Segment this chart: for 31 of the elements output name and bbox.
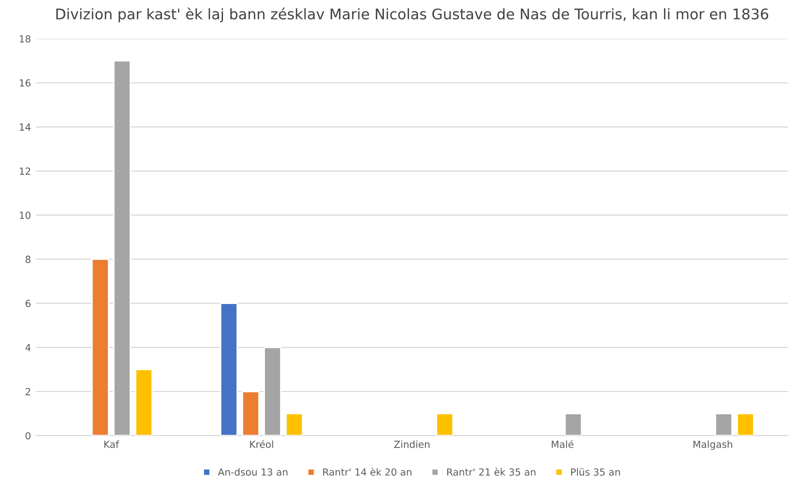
bar (264, 346, 282, 436)
bar (220, 302, 238, 436)
bar (134, 368, 153, 436)
y-tick-label: 6 (26, 300, 31, 308)
x-tick-label: Kréol (250, 440, 274, 448)
x-tick-label: Zindien (394, 440, 430, 448)
bar (564, 412, 582, 436)
y-tick-label: 4 (25, 344, 31, 352)
x-tick-label: Malgash (694, 440, 732, 450)
bar (714, 412, 733, 436)
legend-label: Rantr' 14 èk 20 an (323, 468, 412, 476)
bar (436, 412, 454, 436)
y-tick-label: 16 (20, 79, 31, 87)
y-tick-label: 0 (26, 432, 30, 440)
x-tick-label: Malé (552, 440, 574, 448)
bar (736, 412, 754, 436)
legend-label: Plüs 35 an (571, 468, 620, 476)
y-tick-label: 12 (20, 167, 30, 175)
y-tick-label: 18 (20, 35, 30, 43)
y-tick-label: 2 (26, 388, 30, 396)
y-tick-label: 8 (26, 256, 30, 264)
chart-title: Divizion par kast' èk laj bann zésklav Marie Nicolas Gustave de Nas de Tourris, kan li mor en 1836 (56, 8, 768, 22)
y-tick-label: 10 (20, 212, 30, 219)
legend-label: An-dsou 13 an (218, 468, 288, 476)
bar (113, 60, 132, 436)
legend-label: Rantr' 21 èk 35 an (447, 468, 536, 476)
y-tick-label: 14 (20, 124, 31, 131)
x-tick-label: Kaf (104, 440, 120, 448)
bar (242, 390, 260, 436)
bar (285, 412, 304, 436)
bar (91, 258, 110, 436)
